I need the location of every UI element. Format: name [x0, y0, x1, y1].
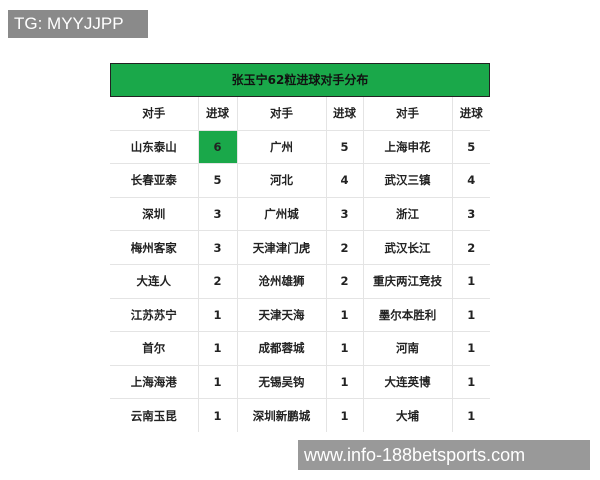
table-row: 梅州客家 3 天津津门虎 2 武汉长江 2: [110, 230, 490, 265]
opponent-cell: 梅州客家: [110, 230, 199, 265]
tg-watermark: TG: MYYJJPP: [8, 10, 148, 38]
opponent-cell: 成都蓉城: [237, 331, 327, 366]
opponent-cell: 重庆两江竞技: [363, 264, 453, 299]
opponent-cell: 大连英博: [363, 365, 453, 400]
column-header: 进球: [452, 97, 490, 131]
column-header: 进球: [326, 97, 364, 131]
goals-cell: 1: [326, 398, 364, 432]
goals-cell: 1: [198, 365, 238, 400]
opponent-cell: 广州: [237, 130, 327, 165]
opponent-cell: 云南玉昆: [110, 398, 199, 432]
goals-cell: 5: [198, 163, 238, 198]
opponent-cell: 武汉长江: [363, 230, 453, 265]
table-row: 上海海港 1 无锡吴钩 1 大连英博 1: [110, 365, 490, 400]
goals-cell: 1: [198, 398, 238, 432]
opponent-cell: 浙江: [363, 197, 453, 232]
table-row: 大连人 2 沧州雄狮 2 重庆两江竞技 1: [110, 264, 490, 299]
goals-table: 对手 进球 对手 进球 对手 进球 山东泰山 6 广州 5 上海申花 5 长春亚泰 5 河北 4 武汉三镇 4 深圳…: [110, 97, 490, 432]
goals-cell: 1: [452, 365, 490, 400]
opponent-cell: 天津津门虎: [237, 230, 327, 265]
goals-cell: 1: [452, 298, 490, 333]
opponent-cell: 江苏苏宁: [110, 298, 199, 333]
goals-cell: 3: [326, 197, 364, 232]
goals-cell: 5: [452, 130, 490, 165]
column-header: 对手: [363, 97, 453, 131]
table-row: 山东泰山 6 广州 5 上海申花 5: [110, 130, 490, 165]
table-row: 江苏苏宁 1 天津天海 1 墨尔本胜利 1: [110, 298, 490, 333]
opponent-cell: 山东泰山: [110, 130, 199, 165]
opponent-cell: 天津天海: [237, 298, 327, 333]
opponent-cell: 沧州雄狮: [237, 264, 327, 299]
opponent-cell: 深圳新鹏城: [237, 398, 327, 432]
goals-cell: 4: [326, 163, 364, 198]
goals-cell: 1: [467, 408, 476, 423]
goals-cell: 5: [326, 130, 364, 165]
opponent-cell: 无锡吴钩: [237, 365, 327, 400]
column-header: 进球: [198, 97, 238, 131]
table-row: 首尔 1 成都蓉城 1 河南 1: [110, 331, 490, 366]
table-title: 张玉宁62粒进球对手分布: [110, 63, 490, 97]
goals-cell: 3: [198, 197, 238, 232]
goals-cell: 1: [326, 331, 364, 366]
goals-cell: 1: [452, 264, 490, 299]
goals-cell: 1: [198, 298, 238, 333]
goals-cell: 2: [198, 264, 238, 299]
goals-cell: 6: [198, 130, 238, 165]
table-row: 云南玉昆 1 深圳新鹏城 1 大埔 1: [110, 398, 490, 432]
goals-cell: 2: [326, 230, 364, 265]
goals-cell: 1: [452, 331, 490, 366]
column-header: 对手: [110, 97, 199, 131]
opponent-cell: 大连人: [110, 264, 199, 299]
site-watermark: www.info-188betsports.com: [298, 440, 590, 470]
goals-cell: 3: [452, 197, 490, 232]
goals-cell: 1: [326, 365, 364, 400]
header-row: 对手 进球 对手 进球 对手 进球: [110, 97, 490, 131]
opponent-cell: 河南: [363, 331, 453, 366]
opponent-cell: 河北: [237, 163, 327, 198]
goals-cell: 4: [452, 163, 490, 198]
opponent-cell: 广州城: [237, 197, 327, 232]
opponent-cell: 大埔: [363, 398, 453, 432]
opponent-cell: 深圳: [110, 197, 199, 232]
opponent-cell: 武汉三镇: [363, 163, 453, 198]
goals-cell: 1: [198, 331, 238, 366]
goals-cell: 2: [452, 230, 490, 265]
table-row: 长春亚泰 5 河北 4 武汉三镇 4: [110, 163, 490, 198]
opponent-cell: 上海申花: [363, 130, 453, 165]
goals-cell: 1: [326, 298, 364, 333]
table-row: 深圳 3 广州城 3 浙江 3: [110, 197, 490, 232]
opponent-cell: 首尔: [110, 331, 199, 366]
goals-cell: 2: [326, 264, 364, 299]
opponent-cell: 长春亚泰: [110, 163, 199, 198]
goals-cell: 3: [198, 230, 238, 265]
opponent-cell: 上海海港: [110, 365, 199, 400]
opponent-cell: 墨尔本胜利: [363, 298, 453, 333]
column-header: 对手: [237, 97, 327, 131]
